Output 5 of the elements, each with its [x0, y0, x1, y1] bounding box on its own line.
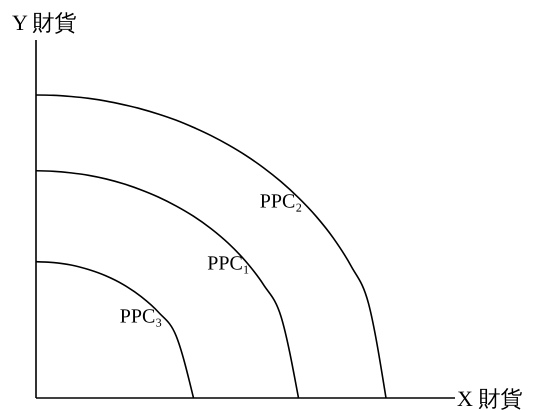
x-axis-title: X 財貨	[457, 386, 522, 410]
series-label: PPC₃	[120, 305, 162, 328]
series-label: PPC₁	[207, 252, 250, 274]
series-label: PPC₂	[260, 190, 302, 213]
y-axis-title: Y 財貨	[12, 10, 77, 35]
